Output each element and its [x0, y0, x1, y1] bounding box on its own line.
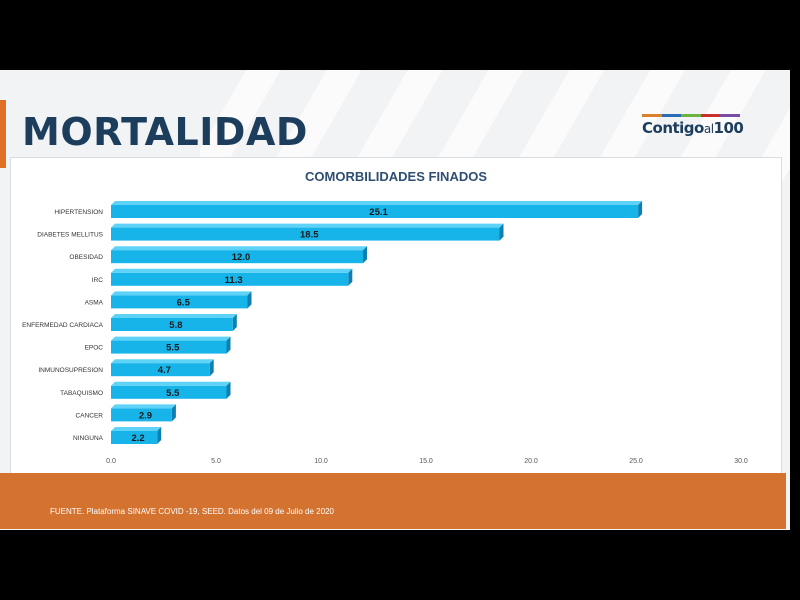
- logo-stripe: [642, 114, 662, 117]
- category-label: ASMA: [85, 299, 104, 306]
- bar: [111, 340, 227, 354]
- chart-title: COMORBILIDADES FINADOS: [305, 169, 487, 184]
- bar: [111, 272, 349, 286]
- data-label: 25.1: [369, 207, 388, 218]
- category-label: HIPERTENSION: [54, 209, 103, 216]
- bar-top-face: [111, 381, 231, 386]
- category-label: ENFERMEDAD CARDIACA: [22, 322, 104, 329]
- bar: [111, 205, 639, 218]
- logo-text-100: 100: [713, 119, 744, 137]
- bar-top-face: [111, 336, 231, 341]
- bar: [111, 295, 248, 309]
- bar: [111, 363, 210, 377]
- bar-side-face: [499, 223, 504, 241]
- bar-top-face: [111, 201, 643, 205]
- logo-text-al: al: [703, 122, 714, 136]
- data-label: 5.5: [166, 343, 180, 354]
- category-label: EPOC: [85, 345, 104, 352]
- data-label: 5.5: [166, 388, 180, 399]
- bar-side-face: [232, 314, 237, 331]
- x-tick-label: 30.0: [734, 458, 748, 465]
- x-tick-label: 20.0: [524, 458, 538, 465]
- data-label: 6.5: [177, 297, 191, 308]
- bar: [111, 227, 500, 241]
- data-label: 11.3: [225, 275, 243, 286]
- category-label: NINGUNA: [73, 435, 104, 442]
- bar-side-face: [226, 336, 231, 354]
- footer-band: FUENTE. Plataforma SINAVE COVID -19, SEE…: [0, 473, 786, 529]
- bar-top-face: [111, 359, 214, 364]
- bar: [111, 250, 363, 264]
- footer-source-text: FUENTE. Plataforma SINAVE COVID -19, SEE…: [50, 507, 334, 516]
- left-accent-bar: [0, 100, 6, 168]
- x-tick-label: 25.0: [629, 458, 643, 465]
- bar: [111, 318, 233, 331]
- data-label: 18.5: [300, 230, 319, 241]
- data-label: 4.7: [158, 365, 171, 376]
- bar-top-face: [111, 427, 162, 431]
- logo-color-stripes: [642, 114, 740, 117]
- category-label: IRC: [92, 277, 104, 284]
- bar: [111, 385, 227, 399]
- logo-stripe: [720, 114, 740, 117]
- category-label: DIABETES MELLITUS: [37, 232, 103, 239]
- bar-top-face: [111, 223, 504, 228]
- comorbidities-bar-chart: COMORBILIDADES FINADOS HIPERTENSION 25.1 DI…: [22, 169, 748, 465]
- bar-side-face: [247, 291, 252, 309]
- bar-side-face: [638, 201, 643, 218]
- category-label: INMUNOSUPRESION: [38, 367, 103, 374]
- x-tick-label: 15.0: [419, 458, 433, 465]
- category-label: OBESIDAD: [69, 254, 103, 261]
- logo-stripe: [661, 114, 682, 117]
- x-tick-label: 5.0: [211, 458, 221, 465]
- logo-text-contigo: Contigo: [642, 119, 704, 137]
- bar-top-face: [111, 246, 367, 251]
- bar-side-face: [171, 404, 176, 422]
- x-tick-label: 0.0: [106, 458, 116, 465]
- data-label: 2.9: [139, 410, 152, 421]
- bar-side-face: [226, 381, 231, 399]
- bar-side-face: [157, 427, 162, 444]
- data-label: 12.0: [232, 252, 251, 263]
- bar-side-face: [209, 359, 214, 377]
- bar-top-face: [111, 268, 353, 273]
- bar-side-face: [348, 268, 353, 286]
- data-label: 2.2: [131, 433, 144, 444]
- logo-stripe: [700, 114, 721, 117]
- logo-text: Contigoal100: [642, 119, 744, 137]
- bar: [111, 431, 158, 444]
- bar-side-face: [363, 246, 367, 264]
- bar-top-face: [111, 314, 237, 318]
- x-tick-label: 10.0: [314, 458, 328, 465]
- bar: [111, 408, 172, 422]
- bar-top-face: [111, 404, 176, 409]
- chart-panel: COMORBILIDADES FINADOS HIPERTENSION 25.1 DI…: [10, 157, 782, 474]
- slide: MORTALIDAD Contigoal100 COMORBILIDADES F…: [0, 70, 790, 530]
- category-label: CANCER: [76, 412, 104, 419]
- contigo-al-100-logo: Contigoal100: [642, 114, 744, 144]
- category-label: TABAQUISMO: [60, 390, 103, 397]
- page-title: MORTALIDAD: [22, 110, 308, 154]
- bar-top-face: [111, 291, 252, 296]
- logo-stripe: [681, 114, 701, 117]
- data-label: 5.8: [169, 320, 182, 331]
